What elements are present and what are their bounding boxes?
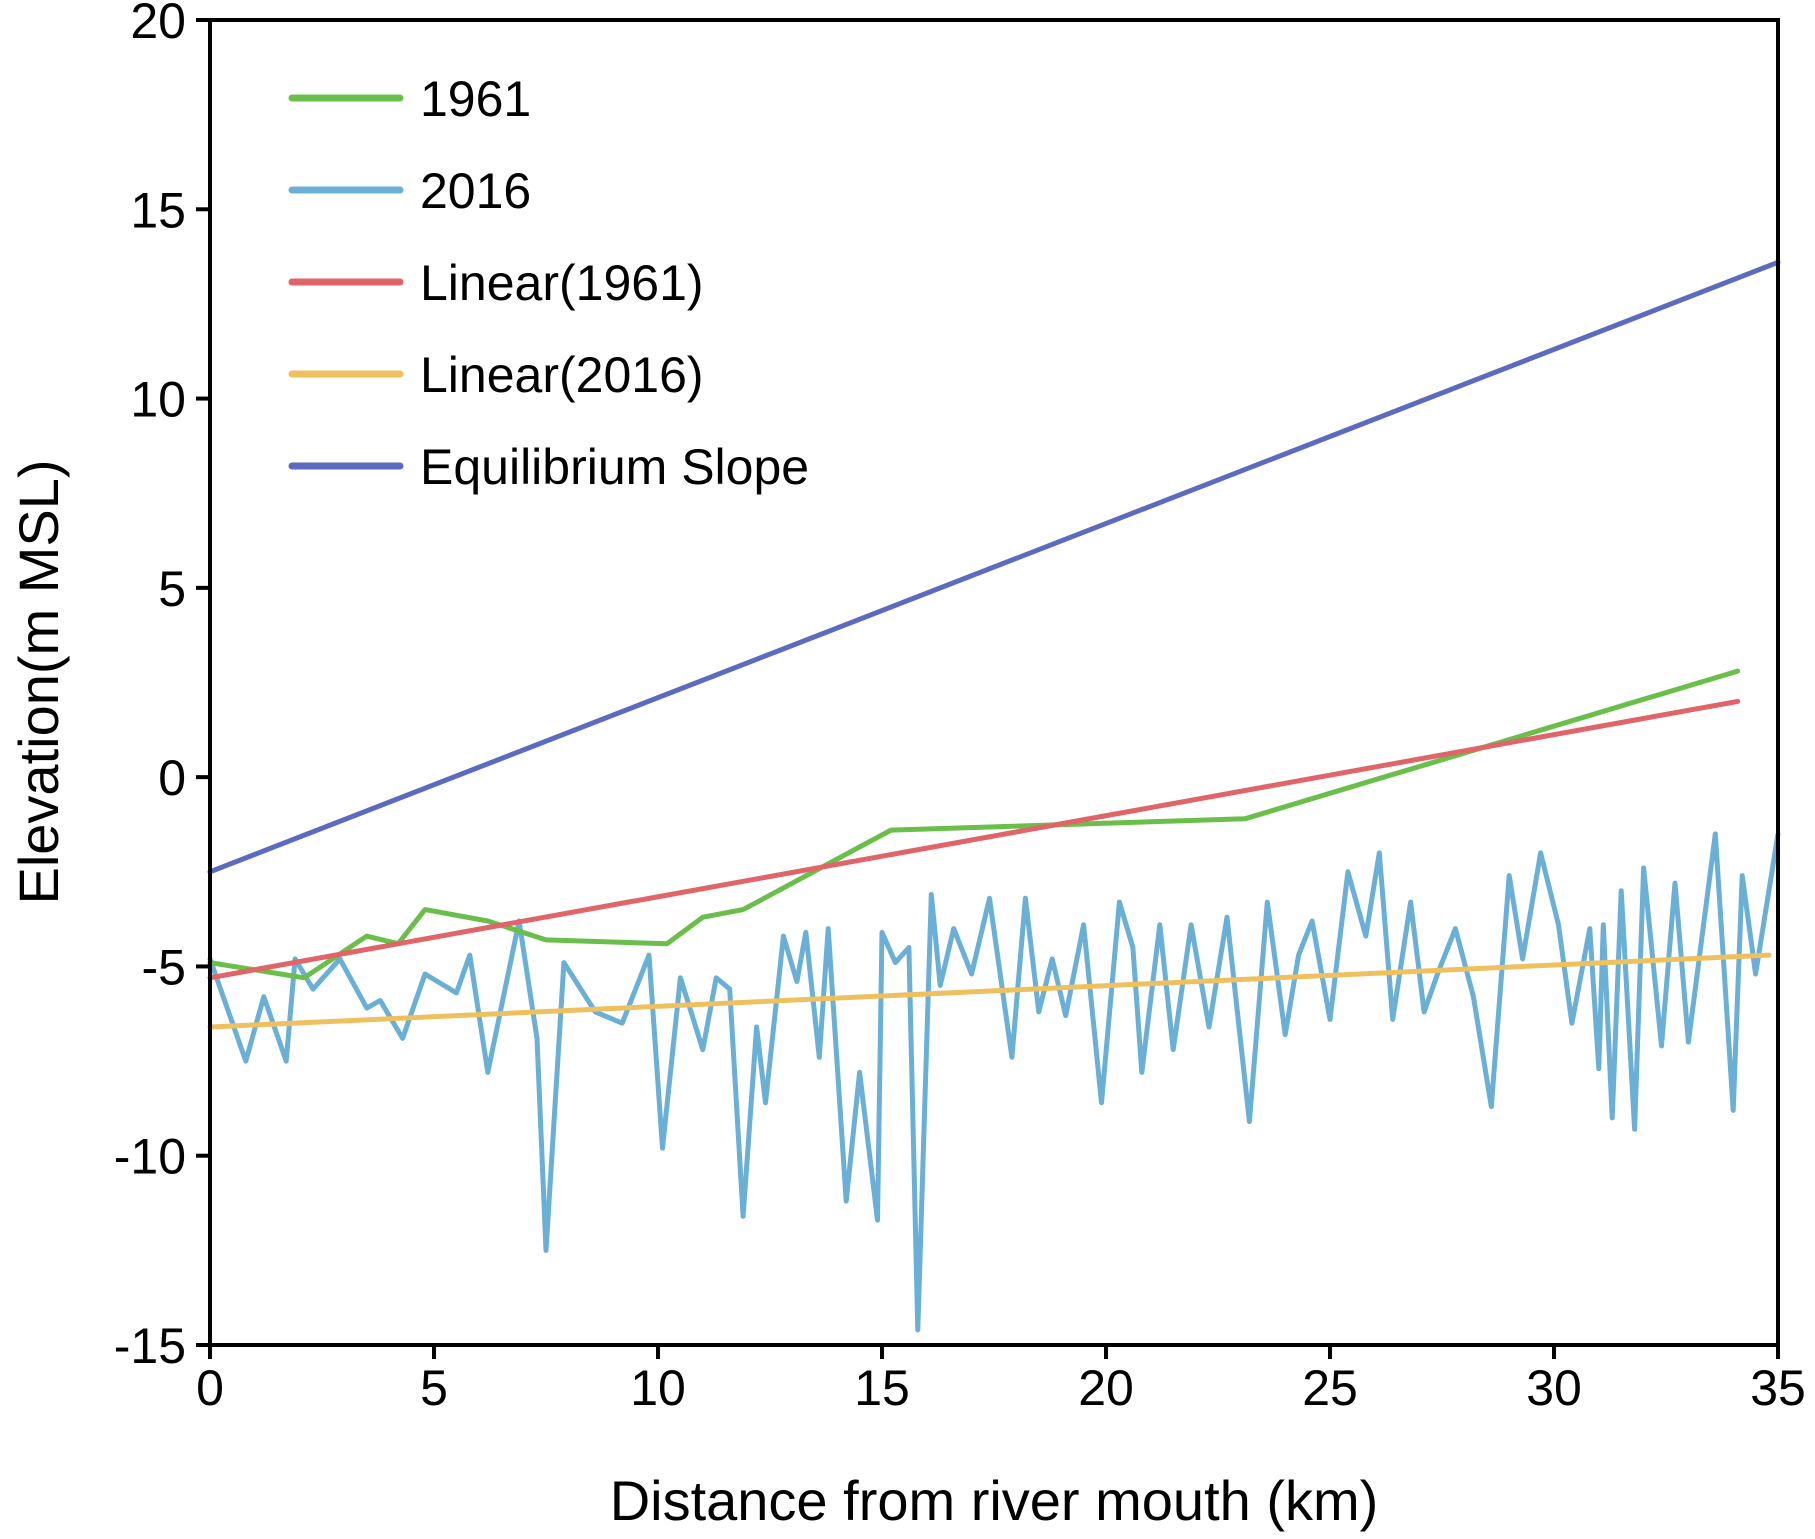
series-line-linear-2016 xyxy=(207,952,1772,1030)
series-line-1961 xyxy=(207,668,1741,981)
x-tick-label: 20 xyxy=(1078,1360,1134,1416)
y-tick-label: 15 xyxy=(130,182,186,238)
legend-label: 2016 xyxy=(420,163,531,219)
y-tick-label: 5 xyxy=(158,561,186,617)
legend-label: Linear(1961) xyxy=(420,255,704,311)
x-tick-label: 25 xyxy=(1302,1360,1358,1416)
series-line-linear-1961 xyxy=(207,698,1741,981)
y-tick-label: -15 xyxy=(114,1318,186,1374)
y-tick-label: 10 xyxy=(130,372,186,428)
x-tick-label: 30 xyxy=(1526,1360,1582,1416)
series-line-2016 xyxy=(207,831,1781,1333)
x-tick-label: 10 xyxy=(630,1360,686,1416)
x-tick-label: 15 xyxy=(854,1360,910,1416)
legend-label: Linear(2016) xyxy=(420,347,704,403)
series-line-equilibrium-slope xyxy=(207,259,1781,875)
series-layer xyxy=(207,259,1781,1333)
legend-label: Equilibrium Slope xyxy=(420,439,809,495)
y-tick-label: -10 xyxy=(114,1129,186,1185)
plot-frame xyxy=(208,18,1780,1347)
x-tick-label: 35 xyxy=(1750,1360,1806,1416)
legend: 1961 2016 Linear(1961) Linear(2016) Equilibr… xyxy=(288,71,809,495)
legend-label: 1961 xyxy=(420,71,531,127)
y-tick-label: 0 xyxy=(158,750,186,806)
x-axis-title: Distance from river mouth (km) xyxy=(610,1469,1379,1532)
y-tick-label: -5 xyxy=(142,939,186,995)
y-tick-label: 20 xyxy=(130,0,186,49)
x-tick-label: 0 xyxy=(196,1360,224,1416)
y-axis-title: Elevation(m MSL) xyxy=(7,459,70,904)
x-tick-label: 5 xyxy=(420,1360,448,1416)
ticks-layer: 0 5 10 15 20 25 30 35 -15 -10 -5 0 5 10 15 20 xyxy=(114,0,1806,1416)
